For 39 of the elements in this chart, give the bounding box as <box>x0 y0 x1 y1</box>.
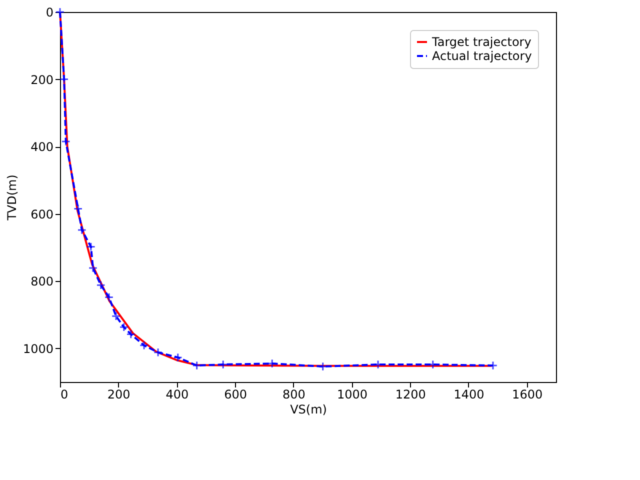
y-tick-label: 1000 <box>22 342 54 356</box>
point <box>55 7 65 17</box>
point <box>173 352 182 362</box>
point <box>139 340 149 350</box>
point <box>218 360 228 370</box>
x-tick-label: 1000 <box>336 388 368 402</box>
point <box>88 263 98 273</box>
point <box>61 136 70 146</box>
point <box>119 322 129 332</box>
x-tick-label: 600 <box>224 388 248 402</box>
point <box>488 360 498 370</box>
point <box>267 358 277 368</box>
legend-label: Actual trajectory <box>432 49 532 63</box>
point <box>192 360 202 370</box>
point <box>318 362 328 372</box>
point <box>73 204 83 214</box>
legend-label: Target trajectory <box>431 35 532 49</box>
x-axis-title: VS(m) <box>290 402 327 416</box>
x-tick-label: 200 <box>107 388 130 402</box>
point <box>77 225 87 235</box>
y-tick-label: 400 <box>30 140 54 154</box>
point <box>111 311 121 321</box>
y-tick-label: 800 <box>30 274 54 289</box>
point <box>153 348 163 358</box>
point <box>104 292 114 302</box>
point <box>59 74 69 84</box>
y-tick-label: 200 <box>30 72 54 87</box>
x-tick-label: 1600 <box>512 388 543 402</box>
x-tick-label: 1400 <box>454 388 484 402</box>
y-axis-title: TVD(m) <box>4 174 19 222</box>
point <box>126 330 136 339</box>
point <box>96 280 106 290</box>
y-tick-label: 0 <box>46 6 54 20</box>
point <box>86 242 96 252</box>
x-tick-label: 400 <box>166 388 189 402</box>
y-tick-label: 600 <box>30 207 54 222</box>
x-tick-label: 0 <box>60 388 68 402</box>
x-tick-label: 1200 <box>395 388 426 402</box>
x-tick-label: 800 <box>282 388 306 402</box>
